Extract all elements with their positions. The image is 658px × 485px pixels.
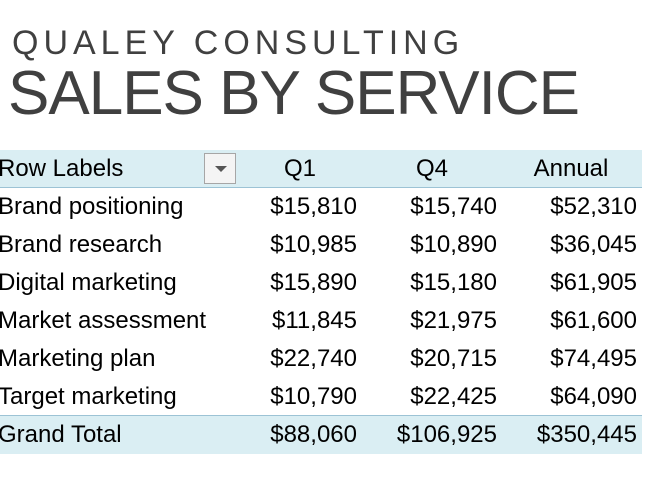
row-value: $15,740 [410,193,497,220]
row-label: Brand research [0,231,163,258]
company-name: QUALEY CONSULTING [12,24,465,62]
row-value: $36,045 [550,231,637,258]
row-value: $74,495 [550,345,637,372]
row-value: $52,310 [550,193,637,220]
row-value: $21,975 [410,307,497,334]
row-value: $15,810 [270,193,357,220]
column-header: Annual [533,155,609,182]
row-value: $64,090 [550,383,637,410]
total-value: $88,060 [270,421,357,448]
row-value: $10,890 [410,231,497,258]
report-title: SALES BY SERVICE [8,59,580,128]
header-rule [0,187,642,188]
row-label: Digital marketing [0,269,177,296]
row-value: $11,845 [272,307,357,334]
row-value: $15,890 [270,269,357,296]
row-value: $61,600 [550,307,637,334]
total-rule [0,415,642,416]
column-header: Q4 [415,155,448,182]
row-label: Market assessment [0,307,207,334]
row-value: $10,790 [270,383,357,410]
row-value: $22,425 [410,383,497,410]
total-value: $350,445 [536,421,637,448]
row-label: Marketing plan [0,345,156,372]
row-value: $20,715 [410,345,497,372]
column-header: Q1 [283,155,316,182]
row-value: $22,740 [270,345,357,372]
total-band [0,416,642,454]
filter-dropdown[interactable] [204,153,236,184]
row-value: $10,985 [270,231,357,258]
header-band [0,150,642,187]
row-label: Target marketing [0,383,177,410]
column-header: Row Labels [0,155,124,182]
row-label: Brand positioning [0,193,184,220]
row-value: $61,905 [550,269,637,296]
total-value: $106,925 [396,421,497,448]
total-label: Grand Total [0,421,122,448]
row-value: $15,180 [410,269,497,296]
